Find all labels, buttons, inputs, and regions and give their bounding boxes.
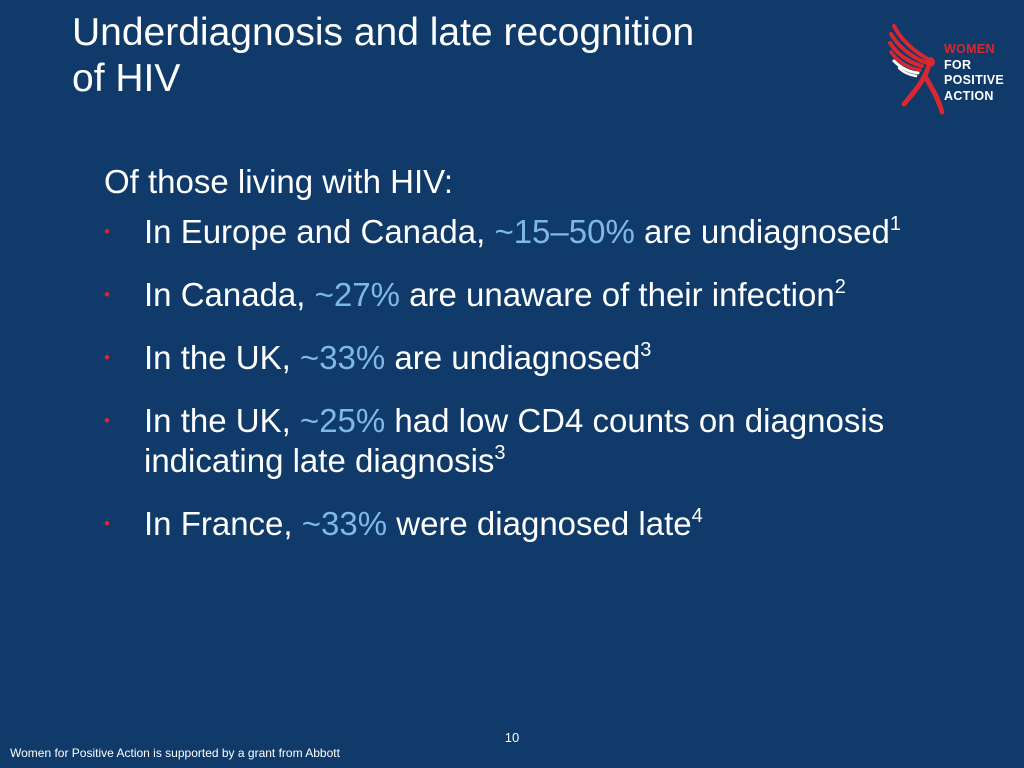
bullet-item: • In the UK, ~25% had low CD4 counts on d… — [104, 401, 904, 481]
title-line-1: Underdiagnosis and late recognition — [72, 11, 695, 54]
bullet-text: are undiagnosed — [634, 213, 890, 250]
bullet-item: • In Europe and Canada, ~15–50% are undia… — [104, 212, 904, 252]
reference-number: 2 — [834, 276, 846, 298]
bullet-highlight: ~25% — [299, 402, 386, 439]
bullet-text: In France, — [144, 505, 302, 542]
reference-number: 4 — [691, 505, 703, 527]
reference-number: 3 — [640, 339, 652, 361]
lead-text: Of those living with HIV: — [104, 163, 454, 200]
footer-disclaimer: Women for Positive Action is supported b… — [10, 746, 340, 760]
reference-number: 3 — [494, 442, 506, 464]
bullet-item: • In the UK, ~33% are undiagnosed3 — [104, 338, 904, 378]
logo-word-action: ACTION — [944, 88, 994, 103]
bullet-dot-icon: • — [104, 222, 110, 241]
slide-body: Of those living with HIV: • In Europe and… — [104, 162, 904, 567]
bullet-item: • In Canada, ~27% are unaware of their in… — [104, 275, 904, 315]
bullet-highlight: ~27% — [314, 276, 400, 313]
bullet-dot-icon: • — [104, 411, 110, 430]
bullet-highlight: ~33% — [299, 339, 386, 376]
logo-word-positive: POSITIVE — [944, 73, 1005, 87]
bullet-dot-icon: • — [104, 285, 110, 304]
logo-wordmark: WOMEN FOR POSITIVE ACTION — [944, 42, 1004, 104]
reference-number: 1 — [889, 213, 901, 235]
bullet-text: had low CD4 counts on diagnosis indicati… — [144, 402, 885, 479]
slide-title: Underdiagnosis and late recognition of H… — [72, 10, 852, 102]
page-number: 10 — [504, 730, 520, 745]
organization-logo: WOMEN FOR POSITIVE ACTION — [886, 18, 1016, 118]
logo-word-women: WOMEN — [944, 42, 995, 56]
bullet-text: are unaware of their infection — [399, 276, 835, 313]
bullet-highlight: ~33% — [301, 505, 388, 542]
bullet-text: In the UK, — [144, 339, 300, 376]
bullet-text: In the UK, — [144, 402, 300, 439]
title-line-2: of HIV — [72, 57, 181, 100]
bullet-highlight: ~15–50% — [494, 213, 635, 250]
bullet-text: were diagnosed late — [387, 505, 692, 542]
bullet-item: • In France, ~33% were diagnosed late4 — [104, 504, 904, 544]
bullet-dot-icon: • — [104, 514, 110, 533]
bullet-dot-icon: • — [104, 348, 110, 367]
wings-figure-icon — [888, 24, 945, 115]
bullet-text: In Canada, — [144, 276, 315, 313]
bullet-list: • In Europe and Canada, ~15–50% are undia… — [104, 212, 904, 544]
bullet-text: are undiagnosed — [385, 339, 641, 376]
logo-word-for: FOR — [944, 57, 972, 72]
bullet-text: In Europe and Canada, — [144, 213, 495, 250]
